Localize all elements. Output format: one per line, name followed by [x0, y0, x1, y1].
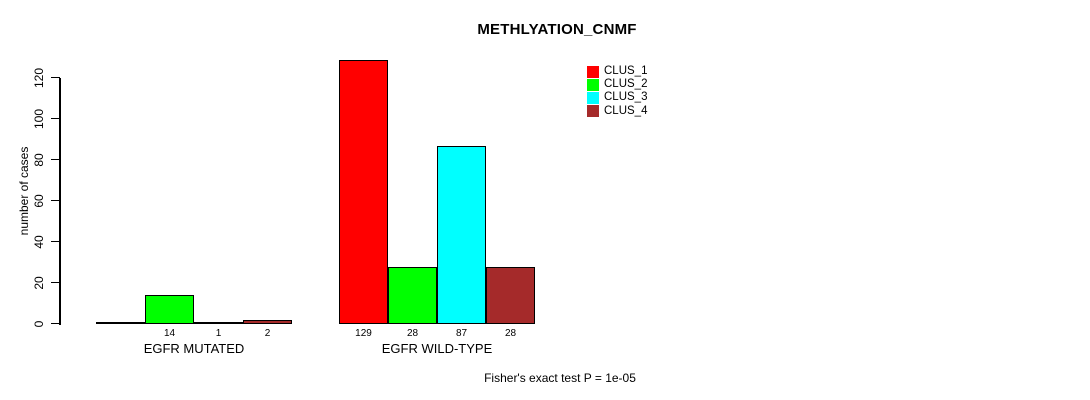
legend-swatch-icon: [587, 91, 599, 104]
legend-item-label: CLUS_3: [604, 91, 648, 104]
y-axis-tick-label: 0: [32, 320, 46, 327]
y-axis-tick: [51, 158, 60, 161]
y-axis-tick: [51, 117, 60, 120]
bar-clus_4: [243, 319, 292, 324]
bar-value-label: 28: [406, 327, 419, 339]
bar-value-label: 2: [264, 327, 271, 339]
y-axis-tick: [51, 281, 60, 284]
y-axis-tick-label: 100: [32, 108, 46, 129]
legend-item-clus_4: CLUS_4: [587, 105, 647, 118]
y-axis-tick-label: 40: [32, 234, 46, 249]
y-axis-tick-label: 80: [32, 152, 46, 167]
legend-item-label: CLUS_1: [604, 65, 648, 77]
y-axis-tick: [51, 240, 60, 243]
bar-value-label: 14: [163, 327, 176, 339]
chart-title: METHLYATION_CNMF: [477, 21, 637, 38]
bar-clus_2: [145, 295, 194, 324]
y-axis-tick: [51, 199, 60, 202]
bar-value-label: 87: [455, 327, 468, 339]
y-axis-tick-label: 120: [32, 67, 46, 88]
bar-clus_4: [486, 266, 535, 324]
footnote-text: Fisher's exact test P = 1e-05: [484, 371, 636, 385]
y-axis-tick: [51, 322, 60, 325]
y-axis-tick-label: 60: [32, 193, 46, 208]
legend-item-clus_3: CLUS_3: [587, 91, 647, 104]
y-axis-label: number of cases: [17, 146, 31, 236]
y-axis-tick-label: 20: [32, 275, 46, 290]
x-group-label: EGFR WILD-TYPE: [381, 341, 493, 356]
legend-swatch-icon: [587, 65, 599, 78]
legend-item-clus_2: CLUS_2: [587, 78, 647, 91]
bar-value-label: 1: [215, 327, 222, 339]
bar-clus_3: [437, 145, 486, 324]
bar-value-label: 28: [504, 327, 517, 339]
legend-item-clus_1: CLUS_1: [587, 65, 647, 78]
legend-item-label: CLUS_4: [604, 104, 648, 117]
y-axis-tick: [51, 76, 60, 79]
legend-swatch-icon: [587, 78, 599, 91]
x-group-label: EGFR MUTATED: [143, 341, 245, 356]
bar-clus_3: [194, 321, 243, 324]
bar-clus_1: [339, 59, 388, 324]
bar-clus_1-zero: [96, 321, 146, 324]
legend-swatch-icon: [587, 105, 599, 118]
legend-item-label: CLUS_2: [604, 78, 648, 91]
bar-value-label: 129: [355, 327, 372, 339]
bar-clus_2: [388, 266, 437, 324]
